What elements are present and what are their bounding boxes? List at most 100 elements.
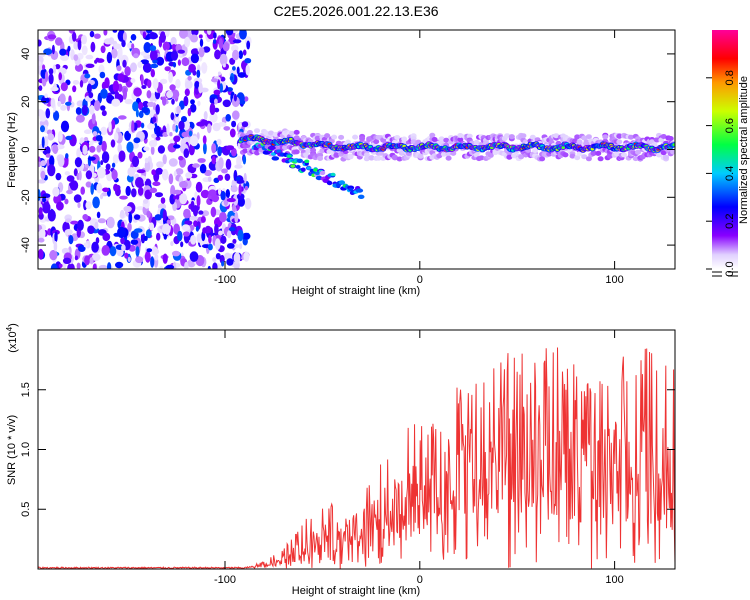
track-halo-cell bbox=[539, 156, 546, 162]
branch-cell bbox=[355, 188, 364, 193]
noise-cell bbox=[181, 116, 187, 123]
noise-cell bbox=[95, 237, 100, 244]
noise-cell bbox=[196, 132, 200, 140]
noise-cell bbox=[75, 114, 85, 123]
noise-cell bbox=[75, 107, 82, 115]
noise-cell bbox=[159, 31, 166, 43]
noise-cell bbox=[58, 72, 62, 81]
noise-cell bbox=[131, 155, 140, 168]
branch-core-cell bbox=[290, 164, 296, 168]
noise-cell bbox=[219, 83, 223, 93]
track-halo-cell bbox=[653, 137, 660, 143]
noise-cell bbox=[162, 154, 167, 165]
noise-cell bbox=[175, 168, 184, 175]
noise-cell bbox=[98, 264, 108, 269]
noise-cell bbox=[185, 172, 193, 179]
noise-cell bbox=[168, 158, 178, 167]
noise-cell bbox=[38, 248, 44, 260]
noise-cell bbox=[222, 42, 230, 52]
noise-cell bbox=[198, 210, 204, 215]
track-halo-cell bbox=[473, 139, 480, 145]
noise-cell bbox=[76, 262, 81, 269]
noise-cell bbox=[226, 197, 236, 203]
noise-cell bbox=[237, 72, 246, 78]
noise-cell bbox=[202, 244, 210, 249]
noise-cell bbox=[42, 196, 47, 203]
noise-cell bbox=[91, 253, 101, 261]
noise-cell bbox=[184, 36, 191, 48]
noise-cell bbox=[149, 187, 158, 193]
noise-cell bbox=[88, 140, 94, 146]
noise-cell bbox=[147, 123, 155, 130]
noise-cell bbox=[66, 175, 75, 182]
spectrogram-x-tick-label: 100 bbox=[605, 274, 623, 286]
noise-cell bbox=[40, 170, 46, 180]
branch-core-cell bbox=[306, 166, 312, 170]
noise-cell bbox=[238, 122, 243, 128]
track-halo-cell bbox=[254, 128, 260, 134]
noise-cell bbox=[140, 59, 149, 65]
noise-cell bbox=[156, 232, 161, 241]
spectrogram-ticks: -100 0 100 -40 -20 0 20 40 bbox=[20, 30, 675, 286]
noise-cell bbox=[113, 43, 122, 50]
noise-cell bbox=[214, 49, 221, 60]
noise-cell bbox=[190, 34, 198, 43]
track-halo-cell bbox=[314, 135, 321, 141]
noise-cell bbox=[110, 139, 116, 148]
track-halo-cell bbox=[305, 148, 312, 154]
noise-cell bbox=[64, 171, 71, 176]
noise-cell bbox=[169, 132, 173, 137]
noise-cell bbox=[74, 63, 84, 72]
noise-cell bbox=[237, 229, 244, 242]
track-halo-cell bbox=[595, 150, 602, 156]
noise-cell bbox=[47, 34, 57, 40]
noise-cell bbox=[59, 48, 67, 56]
snr-scale-note: (x104) bbox=[5, 323, 19, 353]
branch-cell bbox=[338, 180, 346, 185]
noise-cell bbox=[112, 154, 119, 164]
noise-cell bbox=[180, 241, 184, 248]
noise-cell bbox=[101, 81, 107, 90]
noise-cell bbox=[208, 160, 218, 171]
noise-cell bbox=[144, 250, 151, 263]
noise-cell bbox=[84, 73, 91, 79]
noise-cell bbox=[145, 229, 152, 239]
noise-cell bbox=[82, 144, 88, 155]
colorbar-label: Normalized spectral amplitude bbox=[738, 76, 750, 224]
noise-cell bbox=[64, 229, 73, 235]
noise-cell bbox=[130, 62, 137, 73]
track-halo-cell bbox=[363, 156, 370, 162]
noise-cell bbox=[221, 260, 225, 267]
noise-cell bbox=[57, 156, 65, 167]
noise-cell bbox=[244, 58, 252, 64]
track-halo-cell bbox=[429, 132, 436, 138]
branch-core-cell bbox=[330, 172, 336, 177]
noise-cell bbox=[142, 100, 149, 108]
track-halo-cell bbox=[621, 152, 627, 158]
noise-cell bbox=[65, 218, 72, 223]
track-halo-cell bbox=[391, 154, 398, 160]
noise-cell bbox=[60, 82, 68, 92]
track-halo-cell bbox=[529, 134, 536, 140]
track-halo-cell bbox=[417, 153, 424, 159]
track-halo-cell bbox=[345, 139, 352, 145]
noise-cell bbox=[40, 125, 45, 133]
noise-cell bbox=[86, 83, 92, 94]
track-halo-cell bbox=[616, 133, 623, 139]
noise-cell bbox=[226, 243, 235, 249]
noise-cell bbox=[47, 164, 56, 177]
noise-cell bbox=[184, 220, 193, 226]
noise-cell bbox=[72, 31, 77, 42]
noise-cell bbox=[234, 164, 243, 169]
noise-cell bbox=[220, 190, 226, 201]
noise-cell bbox=[92, 263, 97, 269]
noise-cell bbox=[73, 194, 82, 203]
noise-cell bbox=[226, 230, 232, 239]
noise-cell bbox=[208, 235, 212, 244]
noise-cell bbox=[67, 45, 71, 52]
branch-core-cell bbox=[313, 168, 319, 172]
noise-cell bbox=[219, 53, 228, 66]
noise-cell bbox=[202, 227, 207, 235]
noise-cell bbox=[80, 186, 85, 195]
noise-cell bbox=[97, 218, 106, 224]
